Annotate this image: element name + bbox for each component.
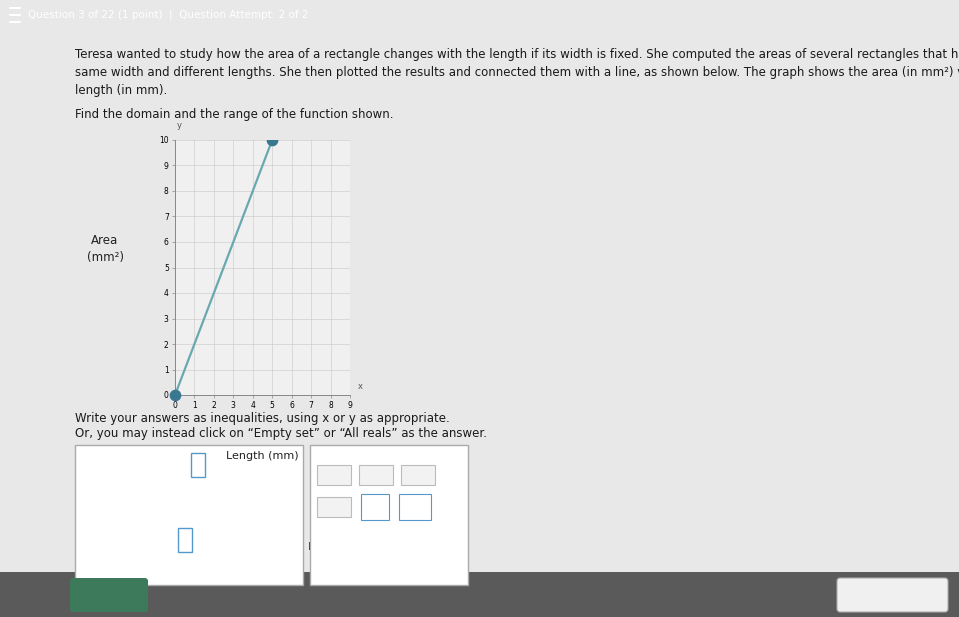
Text: Question 3 of 22 (1 point)  |  Question Attempt: 2 of 2: Question 3 of 22 (1 point) | Question At… xyxy=(28,10,309,20)
Text: (a)  domain:: (a) domain: xyxy=(88,458,160,471)
FancyBboxPatch shape xyxy=(178,528,192,552)
FancyBboxPatch shape xyxy=(310,445,468,585)
FancyBboxPatch shape xyxy=(317,465,351,485)
Text: (b)  range:: (b) range: xyxy=(88,534,151,547)
Text: □≤□: □≤□ xyxy=(403,470,433,480)
Text: Empty
set: Empty set xyxy=(308,542,341,563)
Text: □: □ xyxy=(371,508,379,516)
Text: All
reals: All reals xyxy=(363,542,387,563)
FancyBboxPatch shape xyxy=(837,578,948,612)
FancyBboxPatch shape xyxy=(359,465,393,485)
Text: Teresa wanted to study how the area of a rectangle changes with the length if it: Teresa wanted to study how the area of a… xyxy=(75,48,959,61)
Text: □: □ xyxy=(416,497,424,507)
Text: Write your answers as inequalities, using x or y as appropriate.: Write your answers as inequalities, usin… xyxy=(75,412,450,425)
FancyBboxPatch shape xyxy=(399,494,431,520)
Text: Or, you may instead click on “Empty set” or “All reals” as the answer.: Or, you may instead click on “Empty set”… xyxy=(75,427,487,440)
FancyBboxPatch shape xyxy=(75,445,303,585)
Text: Length (mm): Length (mm) xyxy=(226,451,299,461)
Text: □: □ xyxy=(416,508,424,516)
FancyBboxPatch shape xyxy=(401,465,435,485)
FancyBboxPatch shape xyxy=(70,578,148,612)
Text: (mm²): (mm²) xyxy=(86,252,124,265)
Text: Check: Check xyxy=(88,589,130,602)
Text: □: □ xyxy=(402,502,410,512)
Text: □≥□: □≥□ xyxy=(318,502,349,512)
Point xyxy=(265,135,280,145)
Text: same width and different lengths. She then plotted the results and connected the: same width and different lengths. She th… xyxy=(75,66,959,79)
Text: y: y xyxy=(177,121,182,130)
Text: □<□: □<□ xyxy=(319,470,349,480)
Text: □>□: □>□ xyxy=(361,470,391,480)
Text: x: x xyxy=(358,382,363,391)
Text: □: □ xyxy=(371,497,379,507)
FancyBboxPatch shape xyxy=(317,497,351,517)
Text: Save For Later: Save For Later xyxy=(850,589,935,602)
Text: Area: Area xyxy=(91,233,119,247)
Text: length (in mm).: length (in mm). xyxy=(75,84,167,97)
Text: Find the domain and the range of the function shown.: Find the domain and the range of the fun… xyxy=(75,108,393,121)
FancyBboxPatch shape xyxy=(0,572,959,617)
FancyBboxPatch shape xyxy=(361,494,389,520)
Point xyxy=(167,390,182,400)
FancyBboxPatch shape xyxy=(191,453,205,477)
